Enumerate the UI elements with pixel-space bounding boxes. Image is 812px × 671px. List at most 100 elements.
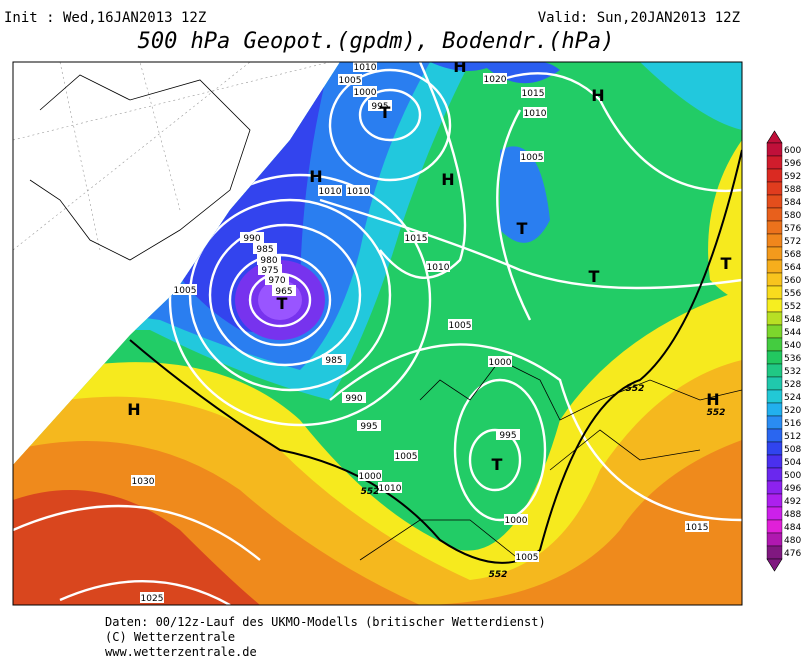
map: 1010 1005 1000 995 1020 1015 1010 1005 1010 1010 1…	[13, 62, 742, 605]
colorbar-cell	[766, 142, 783, 157]
colorbar: 600 596 592 588 584 580 576 572 568 564 560 556 552 5…	[766, 130, 801, 572]
colorbar-cell	[766, 506, 783, 521]
label-box	[353, 62, 377, 72]
colorbar-label: 556	[784, 289, 801, 299]
pressure-system: H	[127, 400, 140, 419]
pressure-system: T	[277, 294, 288, 313]
label-box	[358, 470, 382, 481]
pressure-label: 1010	[524, 109, 547, 119]
colorbar-cell	[766, 441, 783, 456]
pressure-system: T	[492, 455, 503, 474]
pressure-label: 1015	[405, 234, 428, 244]
colorbar-tip	[766, 130, 783, 144]
label-box	[515, 551, 539, 562]
colorbar-label: 572	[784, 237, 801, 247]
pressure-label: 980	[260, 256, 277, 266]
label-box	[448, 319, 472, 330]
label-box	[357, 420, 381, 431]
colorbar-label: 588	[784, 185, 801, 195]
pressure-label: 985	[256, 245, 273, 255]
pressure-label: 995	[371, 102, 388, 112]
pressure-label: 1015	[522, 89, 545, 99]
label-box	[265, 274, 289, 285]
colorbar-label: 532	[784, 367, 801, 377]
pressure-label: 1010	[354, 63, 377, 73]
pressure-label: 1015	[686, 523, 709, 533]
label-box	[496, 429, 520, 440]
colorbar-cell	[766, 194, 783, 209]
colorbar-label: 560	[784, 276, 801, 286]
pressure-label: 995	[360, 422, 377, 432]
colorbar-cell	[766, 207, 783, 222]
label-box	[318, 185, 342, 196]
pressure-label: 1000	[359, 472, 382, 482]
colorbar-cell	[766, 285, 783, 300]
pressure-label: 985	[325, 356, 342, 366]
label-box	[504, 514, 528, 525]
colorbar-cell	[766, 324, 783, 339]
colorbar-label: 540	[784, 341, 801, 351]
colorbar-cell	[766, 428, 783, 443]
colorbar-label: 504	[784, 458, 801, 468]
pressure-label: 1020	[484, 75, 507, 85]
pressure-label: 1005	[516, 553, 539, 563]
label-box	[257, 254, 281, 265]
label-box	[258, 264, 282, 275]
pressure-label: 1010	[379, 484, 402, 494]
colorbar-cell	[766, 402, 783, 417]
contour-label: 552	[707, 408, 726, 418]
label-box	[378, 482, 402, 493]
pressure-label: 990	[243, 234, 260, 244]
label-box	[240, 232, 264, 243]
pressure-label: 975	[261, 266, 278, 276]
colorbar-cell	[766, 415, 783, 430]
colorbar-cell	[766, 480, 783, 495]
colorbar-label: 492	[784, 497, 801, 507]
colorbar-cell	[766, 363, 783, 378]
label-box	[426, 261, 450, 272]
colorbar-label: 520	[784, 406, 801, 416]
pressure-system: T	[589, 267, 600, 286]
pressure-system: H	[441, 170, 454, 189]
colorbar-cell	[766, 376, 783, 391]
colorbar-cell	[766, 168, 783, 183]
label-box	[322, 354, 346, 365]
pressure-label: 1000	[354, 88, 377, 98]
pressure-label: 1030	[132, 477, 155, 487]
pressure-label: 965	[275, 287, 292, 297]
label-box	[353, 86, 377, 97]
contour-label: 552	[361, 487, 380, 497]
colorbar-cell	[766, 519, 783, 534]
colorbar-cell	[766, 311, 783, 326]
colorbar-cell	[766, 532, 783, 547]
colorbar-label: 548	[784, 315, 801, 325]
pressure-system: T	[380, 103, 391, 122]
colorbar-tip	[766, 558, 783, 572]
colorbar-label: 476	[784, 549, 801, 559]
pressure-label: 1005	[174, 286, 197, 296]
label-box	[140, 592, 164, 603]
colorbar-label: 536	[784, 354, 801, 364]
colorbar-label: 600	[784, 146, 801, 156]
colorbar-label: 580	[784, 211, 801, 221]
map-frame	[12, 61, 743, 606]
pressure-label: 1025	[141, 594, 164, 604]
colorbar-label: 596	[784, 159, 801, 169]
footer-line: (C) Wetterzentrale	[105, 630, 235, 644]
colorbar-label: 516	[784, 419, 801, 429]
pressure-label: 1010	[319, 187, 342, 197]
colorbar-label: 576	[784, 224, 801, 234]
colorbar-label: 528	[784, 380, 801, 390]
pressure-label: 970	[268, 276, 285, 286]
pressure-label: 1000	[489, 358, 512, 368]
valid-time: Valid: Sun,20JAN2013 12Z	[538, 10, 740, 26]
colorbar-label: 592	[784, 172, 801, 182]
label-box	[131, 475, 155, 486]
colorbar-cell	[766, 389, 783, 404]
label-box	[272, 285, 296, 296]
label-box	[488, 356, 512, 367]
pressure-system: T	[517, 219, 528, 238]
colorbar-cell	[766, 246, 783, 261]
label-box	[523, 107, 547, 118]
label-box	[483, 73, 507, 84]
